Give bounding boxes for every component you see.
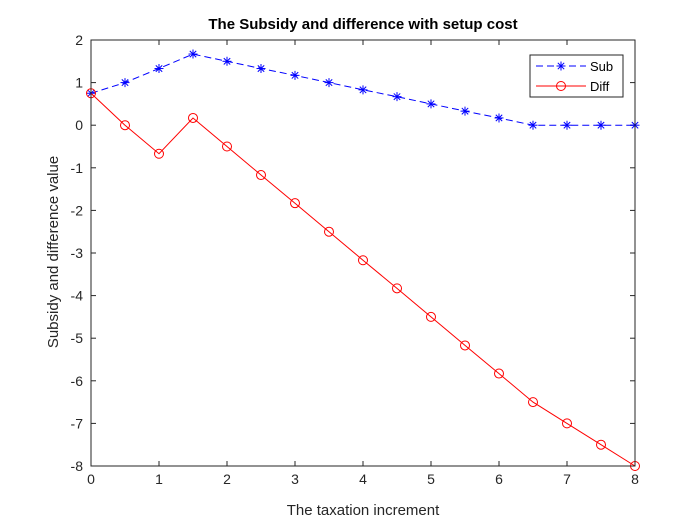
legend-marker-sub <box>556 61 566 71</box>
legend-label-diff: Diff <box>590 79 610 94</box>
x-tick-label: 1 <box>155 471 163 487</box>
series-point-sub <box>222 56 232 66</box>
series-point-sub <box>188 49 198 59</box>
series-point-sub <box>256 64 266 74</box>
series-point-diff <box>222 141 232 152</box>
y-tick-label: -3 <box>71 245 84 261</box>
series-point-diff <box>154 148 164 159</box>
y-tick-label: 1 <box>75 75 83 91</box>
series-point-diff <box>494 368 504 379</box>
legend-box <box>529 54 624 98</box>
y-tick-label: -6 <box>71 373 84 389</box>
series-point-diff <box>256 170 266 181</box>
x-tick-label: 0 <box>87 471 95 487</box>
series-point-sub <box>562 120 572 130</box>
x-tick-label: 8 <box>631 471 639 487</box>
series-point-diff <box>528 397 538 408</box>
y-tick-label: -7 <box>71 415 84 431</box>
series-line-diff <box>90 92 636 467</box>
series-point-sub <box>596 120 606 130</box>
x-tick-label: 3 <box>291 471 299 487</box>
legend-marker-diff <box>556 81 566 91</box>
y-tick-label: -4 <box>71 288 84 304</box>
x-tick-label: 2 <box>223 471 231 487</box>
series-point-diff <box>358 255 368 266</box>
series-point-sub <box>494 113 504 123</box>
y-tick-label: -1 <box>71 160 84 176</box>
plot-area <box>91 40 635 466</box>
y-tick-label: 2 <box>75 32 83 48</box>
y-tick-label: -8 <box>71 458 84 474</box>
series-point-diff <box>426 311 436 322</box>
series-point-sub <box>154 64 164 74</box>
legend-label-sub: Sub <box>590 59 613 74</box>
series-point-sub <box>358 85 368 95</box>
series-point-sub <box>528 120 538 130</box>
series-point-diff <box>120 120 130 131</box>
series-line-sub <box>90 53 635 126</box>
x-tick-label: 4 <box>359 471 367 487</box>
series-point-diff <box>596 439 606 450</box>
axes-box <box>90 39 636 467</box>
x-tick-label: 6 <box>495 471 503 487</box>
series-point-diff <box>562 418 572 429</box>
series-point-sub <box>426 99 436 109</box>
x-tick-label: 5 <box>427 471 435 487</box>
y-tick-label: -2 <box>71 202 84 218</box>
series-point-sub <box>324 78 334 88</box>
series-point-diff <box>290 198 300 209</box>
series-point-diff <box>324 226 334 237</box>
series-point-diff <box>188 112 198 123</box>
series-point-sub <box>392 92 402 102</box>
legend: Sub Diff <box>529 54 624 98</box>
chart-title: The Subsidy and difference with setup co… <box>208 16 517 33</box>
series-point-diff <box>460 340 470 351</box>
y-tick-label: -5 <box>71 330 84 346</box>
x-tick-label: 7 <box>563 471 571 487</box>
x-axis-label: The taxation increment <box>287 502 440 519</box>
y-tick-label: 0 <box>75 117 83 133</box>
series-point-sub <box>460 106 470 116</box>
series-point-sub <box>120 78 130 88</box>
y-axis-label: Subsidy and difference value <box>45 156 62 348</box>
series-point-diff <box>392 283 402 294</box>
series-point-sub <box>290 70 300 80</box>
